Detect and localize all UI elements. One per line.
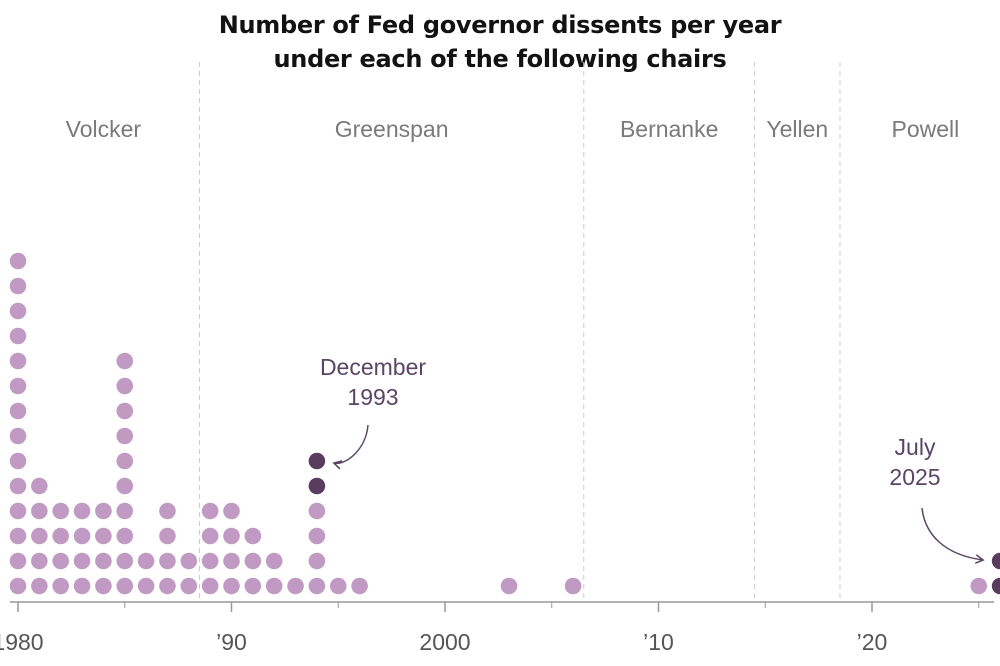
x-tick-label-1999: 2000 (419, 629, 470, 655)
dissent-dot-1979-11 (9, 327, 27, 345)
dissent-dot-1986-2 (159, 552, 176, 570)
annotation-july-2025-line-1: July (895, 434, 936, 460)
dissent-dot-1993-2 (308, 552, 326, 570)
dissent-dot-1995-1 (351, 577, 368, 595)
dissent-dot-1987-2 (180, 552, 198, 570)
dissent-dot-1984-10 (116, 352, 134, 370)
dissent-dot-2025-2 (991, 552, 1000, 570)
dissent-dot-1984-3 (116, 527, 134, 545)
dissent-dot-1979-6 (9, 452, 27, 470)
dissent-dot-1993-5 (308, 477, 326, 495)
dissent-dot-1988-4 (201, 502, 219, 520)
dissent-dot-1980-1 (31, 577, 48, 595)
x-tick-label-1989: ’90 (216, 629, 247, 655)
dissent-dot-1984-5 (116, 477, 134, 495)
chart-title-line-1: Number of Fed governor dissents per year (218, 11, 782, 39)
dissent-dot-1986-1 (159, 577, 176, 595)
dissent-dot-1983-3 (95, 527, 112, 545)
dissent-dot-1983-2 (95, 552, 112, 570)
chair-label-greenspan: Greenspan (335, 116, 449, 142)
dissent-dot-1984-1 (116, 577, 134, 595)
annotation-july-2025-line-2: 2025 (889, 464, 940, 490)
dissent-dot-1979-9 (9, 377, 27, 395)
dissent-dot-1980-2 (31, 552, 48, 570)
dissent-dot-1988-2 (201, 552, 219, 570)
dissent-dot-1979-3 (9, 527, 27, 545)
dissent-dot-1990-3 (244, 527, 262, 545)
dissent-dot-1989-1 (223, 577, 240, 595)
chair-label-yellen: Yellen (766, 116, 828, 142)
dissent-dot-1979-12 (9, 302, 27, 320)
dissent-dot-1989-3 (223, 527, 240, 545)
dissent-dot-1980-3 (31, 527, 48, 545)
chart-title-line-2: under each of the following chairs (273, 45, 727, 73)
dissent-dot-1980-5 (31, 477, 48, 495)
dissent-dot-1979-10 (9, 352, 27, 370)
dissent-dot-1988-1 (201, 577, 219, 595)
chair-label-volcker: Volcker (66, 116, 142, 142)
dissent-dot-1981-2 (52, 552, 69, 570)
dissent-dot-1994-1 (329, 577, 347, 595)
dissent-dot-2025-1 (991, 577, 1000, 595)
dissent-dot-1993-4 (308, 502, 326, 520)
dissent-dot-1979-4 (9, 502, 27, 520)
dissent-dot-1980-4 (31, 502, 48, 520)
dissent-dot-1981-3 (52, 527, 69, 545)
dissent-dot-1988-3 (201, 527, 219, 545)
dissent-dot-2024-1 (970, 577, 988, 595)
dissent-dot-1979-7 (9, 427, 27, 445)
dissent-dot-2005-1 (564, 577, 582, 595)
dissent-dot-1981-4 (52, 502, 69, 520)
dissent-dot-1979-14 (9, 252, 27, 270)
dissent-dot-1979-1 (9, 577, 27, 595)
x-tick-label-2009: ’10 (643, 629, 674, 655)
dissent-dot-1985-1 (137, 577, 155, 595)
chair-label-powell: Powell (891, 116, 959, 142)
annotation-arrow-december-1993 (332, 424, 369, 470)
dissent-dot-1986-4 (159, 502, 176, 520)
chair-label-bernanke: Bernanke (620, 116, 718, 142)
dissent-dot-1984-4 (116, 502, 134, 520)
annotation-arrow-july-2025 (921, 507, 985, 564)
dissent-dot-1991-2 (265, 552, 283, 570)
dissent-dot-1985-2 (137, 552, 155, 570)
dissent-dot-1982-2 (73, 552, 91, 570)
dissent-dot-1993-6 (308, 452, 326, 470)
dissent-dot-1989-2 (223, 552, 240, 570)
dissent-dot-1979-2 (9, 552, 27, 570)
dissent-dot-1990-1 (244, 577, 262, 595)
annotation-december-1993-line-2: 1993 (347, 384, 398, 410)
chart-title: Number of Fed governor dissents per year… (0, 8, 1000, 76)
dissent-dot-1979-13 (9, 277, 27, 295)
dissent-dot-1993-3 (308, 527, 326, 545)
dissent-dot-1982-4 (73, 502, 91, 520)
dissent-dot-1979-8 (9, 402, 27, 420)
dissent-dot-1992-1 (287, 577, 304, 595)
dissent-dot-1984-6 (116, 452, 134, 470)
dissent-dot-1987-1 (180, 577, 198, 595)
dissent-dot-1984-2 (116, 552, 134, 570)
dissent-dot-1989-4 (223, 502, 240, 520)
dissent-dot-1990-2 (244, 552, 262, 570)
dissent-dot-1983-1 (95, 577, 112, 595)
dissent-dot-1982-1 (73, 577, 91, 595)
dissent-dot-1979-5 (9, 477, 27, 495)
dissent-dot-1983-4 (95, 502, 112, 520)
dissent-dot-1993-1 (308, 577, 326, 595)
dissent-dot-1982-3 (73, 527, 91, 545)
dissent-dot-2002-1 (500, 577, 518, 595)
x-tick-label-2019: ’20 (857, 629, 888, 655)
dissent-dot-1984-9 (116, 377, 134, 395)
dissent-dot-1984-7 (116, 427, 134, 445)
dissent-dot-1991-1 (265, 577, 283, 595)
dissent-dot-1981-1 (52, 577, 69, 595)
dissent-dot-1984-8 (116, 402, 134, 420)
x-tick-label-1979: 1980 (0, 629, 44, 655)
dissent-dot-1986-3 (159, 527, 176, 545)
annotation-december-1993-line-1: December (320, 354, 426, 380)
